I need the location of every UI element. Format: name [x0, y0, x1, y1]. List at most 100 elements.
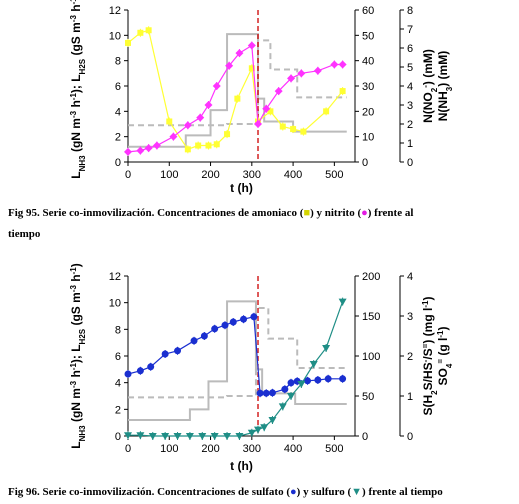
fig95-data-point-diamond	[124, 147, 132, 156]
fig95-y-right1-label: N(NO2-) (mM)	[421, 49, 439, 123]
fig96-y-left-tick-label: 12	[109, 271, 121, 283]
fig96-data-point-circle	[250, 313, 258, 321]
fig96-data-point-circle	[211, 325, 219, 333]
nitrite-circle-icon: ●	[361, 207, 368, 219]
fig96-caption-text-3: ) frente al tiempo	[362, 486, 443, 498]
fig96-data-point-triangle	[254, 426, 263, 434]
fig95-y-right1-tick-label: 60	[362, 5, 374, 17]
fig96-data-point-circle	[240, 315, 248, 323]
fig96-x-tick-label: 0	[125, 443, 131, 455]
fig95-data-point-diamond	[144, 144, 153, 153]
sulfate-circle-icon: ●	[290, 486, 297, 498]
fig95-step-series-solid	[128, 33, 347, 148]
fig95-caption-text-1: Fig 95. Serie co-inmovilización. Concent…	[8, 207, 304, 219]
fig95-x-tick-label: 100	[160, 169, 178, 181]
fig95-y-right1-tick-label: 40	[362, 56, 374, 68]
fig95-data-point-square	[125, 39, 131, 46]
fig96-data-point-circle	[221, 321, 229, 329]
fig95-y-right1-tick-label: 20	[362, 106, 374, 118]
fig95-data-point-diamond	[152, 141, 161, 150]
fig95-data-point-diamond	[254, 120, 263, 128]
fig96-y-right1-tick-label: 0	[362, 431, 368, 443]
fig96-y-right1-label: S(H2S/HS-/S=) (mg l-1)	[421, 297, 439, 416]
fig96-data-point-circle	[161, 350, 169, 358]
fig95-data-point-square	[323, 108, 330, 115]
fig96-x-axis-label: t (h)	[230, 459, 253, 473]
fig96-x-tick-label: 200	[201, 443, 219, 455]
fig95-data-point-square	[248, 65, 255, 72]
fig95-caption: Fig 95. Serie co-inmovilización. Concent…	[8, 203, 516, 245]
fig96-x-tick-label: 300	[243, 443, 261, 455]
ammonia-square-icon: ■	[303, 207, 311, 219]
fig96-caption-text-1: Fig 96. Serie co-inmovilización. Concent…	[8, 486, 290, 498]
fig96-x-tick-label: 100	[160, 443, 178, 455]
fig95-data-point-diamond	[183, 121, 192, 130]
fig96-data-point-circle	[262, 389, 270, 397]
fig95-data-point-square	[213, 141, 220, 148]
fig95-x-tick-label: 0	[125, 169, 131, 181]
fig96-y-left-tick-label: 10	[109, 298, 121, 310]
fig95-data-point-diamond	[204, 101, 213, 109]
fig96-y-right1-tick-label: 50	[362, 391, 374, 403]
fig95-data-point-square	[184, 146, 191, 153]
fig96-data-point-circle	[281, 385, 289, 393]
fig95-data-point-square	[205, 142, 212, 149]
fig96-data-point-circle	[314, 376, 322, 384]
fig95-data-point-diamond	[235, 49, 244, 58]
fig96-data-point-circle	[147, 363, 155, 371]
fig96-y-right2-tick-label: 2	[407, 351, 413, 363]
fig96-data-point-circle	[287, 379, 295, 387]
fig95-data-point-square	[339, 88, 346, 95]
fig95-y-right2-tick-label: 0	[407, 157, 413, 169]
fig95-data-point-square	[279, 123, 286, 130]
fig96-y-left-tick-label: 6	[115, 351, 121, 363]
fig96-y-left-tick-label: 4	[115, 378, 121, 390]
fig95-y-right2-tick-label: 4	[407, 81, 413, 93]
fig96-x-tick-label: 400	[284, 443, 302, 455]
fig96-data-point-triangle	[124, 432, 132, 440]
fig95-y-right2-tick-label: 5	[407, 62, 413, 74]
fig96-data-point-circle	[229, 318, 237, 326]
fig96-y-right2-tick-label: 4	[407, 271, 413, 283]
fig96-data-point-triangle	[247, 429, 256, 437]
fig96-data-point-triangle	[260, 424, 269, 432]
fig95-data-point-diamond	[338, 60, 347, 69]
fig95-y-right2-tick-label: 3	[407, 100, 413, 112]
fig96-data-point-circle	[304, 377, 312, 385]
sulfide-triangle-icon: ▼	[351, 486, 363, 498]
fig96-data-point-triangle	[287, 393, 296, 400]
fig96-y-right1-tick-label: 100	[362, 351, 380, 363]
fig95-x-tick-label: 200	[201, 169, 219, 181]
fig95-x-tick-label: 500	[325, 169, 343, 181]
fig96-data-point-triangle	[223, 433, 232, 440]
fig96-data-point-circle	[136, 367, 144, 375]
fig96-data-point-triangle	[278, 403, 287, 411]
fig95-data-point-square	[137, 29, 144, 36]
fig95-x-axis-label: t (h)	[230, 181, 253, 195]
fig95-y-left-tick-label: 12	[109, 5, 121, 17]
fig95-caption-text-4: tiempo	[8, 228, 41, 240]
fig95-data-point-square	[166, 118, 173, 125]
fig95-y-right2-tick-label: 8	[407, 5, 413, 17]
fig96-data-point-circle	[200, 332, 208, 340]
fig95-caption-text-2: ) y nitrito (	[310, 207, 362, 219]
fig95-data-point-diamond	[274, 87, 283, 96]
fig95-y-left-tick-label: 10	[109, 30, 121, 42]
fig95-y-right1-tick-label: 0	[362, 157, 368, 169]
fig95-y-right1-tick-label: 10	[362, 132, 374, 144]
fig95-data-point-diamond	[196, 113, 205, 122]
fig96-y-left-tick-label: 2	[115, 404, 121, 416]
fig96-data-point-circle	[174, 347, 182, 355]
fig95-y-right2-tick-label: 7	[407, 24, 413, 36]
fig95-data-point-square	[267, 108, 274, 115]
fig95-data-point-diamond	[225, 61, 234, 70]
fig95-data-point-diamond	[313, 66, 322, 75]
fig95-y-left-tick-label: 4	[115, 106, 121, 118]
fig96-y-left-tick-label: 8	[115, 324, 121, 336]
fig95-y-right2-tick-label: 2	[407, 119, 413, 131]
fig95-data-point-square	[290, 126, 297, 133]
fig96-caption: Fig 96. Serie co-inmovilización. Concent…	[8, 482, 516, 503]
fig96-data-point-circle	[256, 389, 264, 397]
fig95-data-point-diamond	[262, 104, 271, 113]
fig96-data-point-triangle	[322, 345, 331, 352]
